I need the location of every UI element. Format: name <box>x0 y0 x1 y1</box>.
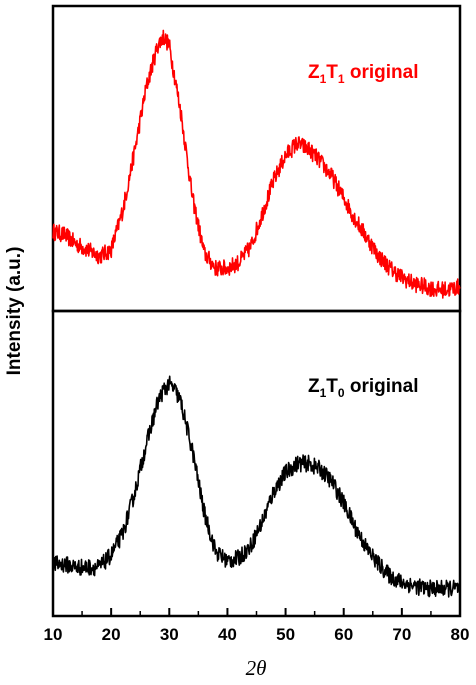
legend-bottom-part-4: original <box>345 376 419 397</box>
y-axis-label: Intensity (a.u.) <box>4 247 25 376</box>
legend-top-part-1: 1 <box>320 72 327 86</box>
legend-top-part-4: original <box>345 62 419 83</box>
x-tick-label-30: 30 <box>160 625 179 644</box>
series-line-bottom <box>52 375 461 598</box>
legend-bottom-part-0: Z <box>308 376 320 397</box>
x-tick-label-10: 10 <box>44 625 63 644</box>
x-tick-label-20: 20 <box>102 625 121 644</box>
legend-top-part-0: Z <box>308 62 320 83</box>
bottom-panel-series <box>52 375 461 598</box>
top-panel: Z1T1 original <box>51 4 462 313</box>
x-axis: 10 20 30 40 50 60 70 80 <box>44 608 470 644</box>
bottom-panel-frame <box>51 309 462 618</box>
top-panel-frame <box>51 4 462 313</box>
series-line-top <box>52 29 461 299</box>
legend-top: Z1T1 original <box>308 62 419 86</box>
legend-top-part-2: T <box>326 62 338 83</box>
legend-bottom-part-2: T <box>326 376 338 397</box>
bottom-panel: Z1T0 original <box>51 309 462 618</box>
legend-top-part-3: 1 <box>338 72 345 86</box>
x-axis-label: 2θ <box>246 656 267 680</box>
top-panel-series <box>52 29 461 299</box>
x-tick-label-80: 80 <box>451 625 470 644</box>
legend-bottom-part-1: 1 <box>320 386 327 400</box>
x-tick-label-60: 60 <box>334 625 353 644</box>
x-tick-label-50: 50 <box>276 625 295 644</box>
x-tick-label-40: 40 <box>218 625 237 644</box>
legend-bottom: Z1T0 original <box>308 376 419 400</box>
legend-bottom-part-3: 0 <box>338 386 345 400</box>
x-tick-label-70: 70 <box>392 625 411 644</box>
